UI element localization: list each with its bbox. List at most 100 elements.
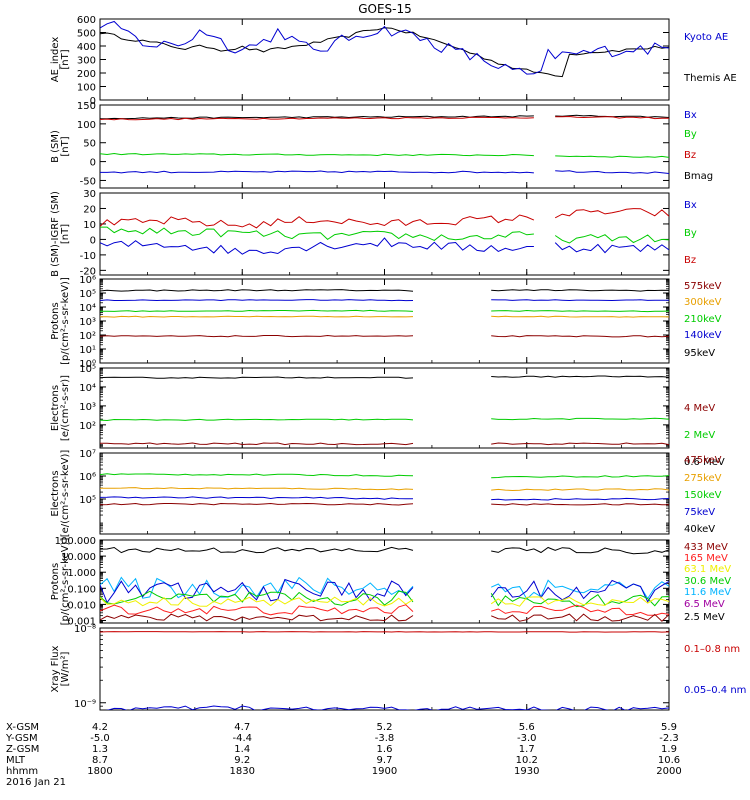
y-tick-label: -20 bbox=[80, 266, 96, 277]
plot-title: GOES-15 bbox=[358, 2, 412, 16]
legend-entry: 475keV bbox=[684, 455, 722, 466]
x-tick-value: 1900 bbox=[372, 766, 397, 777]
series-group bbox=[100, 631, 669, 710]
y-tick-label: 10³ bbox=[79, 402, 96, 413]
series-line bbox=[100, 604, 669, 616]
y-tick-label: 10⁷ bbox=[79, 449, 96, 460]
legend-entry: Bx bbox=[684, 110, 697, 121]
y-tick-label: 10⁶ bbox=[79, 472, 96, 483]
x-axis-labels: X-GSM 4.2 4.7 5.2 5.6 5.9 Y-GSM -5.0 -4.4 -3.8 -3.… bbox=[5, 722, 682, 788]
y-axis-label: [nT] bbox=[60, 224, 71, 244]
legend-entry: 75keV bbox=[684, 507, 715, 518]
x-tick-value: 9.2 bbox=[234, 755, 250, 766]
y-axis-label: [p/(cm²-s-sr-keV)] bbox=[60, 277, 71, 365]
legend-entry: 4 MeV bbox=[684, 403, 715, 414]
x-tick-value: -3.8 bbox=[375, 733, 395, 744]
y-tick-label: 10⁶ bbox=[79, 275, 96, 286]
series-line bbox=[100, 487, 669, 492]
y-tick-label: 100 bbox=[77, 83, 96, 94]
panel-frame bbox=[99, 18, 670, 101]
legend-entry: Bx bbox=[684, 200, 697, 211]
series-line bbox=[100, 115, 669, 121]
y-tick-label: 100.000 bbox=[55, 536, 96, 547]
y-tick-label: 0.100 bbox=[67, 584, 96, 595]
plot-date: 2016 Jan 21 bbox=[6, 777, 66, 788]
y-tick-label: 600 bbox=[77, 15, 96, 26]
legend-entry: 0.1–0.8 nm bbox=[684, 644, 740, 655]
y-tick-label: 10⁻⁸ bbox=[74, 624, 96, 635]
y-tick-label: 10⁵ bbox=[79, 289, 96, 300]
panel-5: 10² 10³ 10⁴ 10⁵ Electrons [e/(cm²-s-sr)] 4 MeV… bbox=[50, 364, 725, 468]
panel-4: 10⁰ 10¹ 10² 10³ 10⁴ 10⁵ 10⁶ Protons [p/(cm²-s-sr… bbox=[50, 275, 722, 370]
series-group bbox=[100, 114, 669, 174]
panel-2: -50 0 50 100 150 B (SM) [nT] Bx By Bz Bmag bbox=[50, 101, 713, 189]
y-tick-label: 0.010 bbox=[67, 600, 96, 611]
y-tick-label: 50 bbox=[83, 139, 96, 150]
legend-entry: 11.6 MeV bbox=[684, 587, 731, 598]
legend-entry: 575keV bbox=[684, 281, 722, 292]
series-line bbox=[100, 208, 669, 229]
series-line bbox=[100, 502, 669, 506]
y-tick-label: 0.001 bbox=[67, 617, 96, 628]
y-tick-label: 10¹ bbox=[79, 345, 96, 356]
x-tick-value: -3.0 bbox=[517, 733, 537, 744]
y-tick-label: 10² bbox=[79, 421, 96, 432]
y-axis-label: B (SM)-IGRF (SM) bbox=[50, 191, 61, 277]
series-line bbox=[100, 473, 669, 479]
x-tick-value: 1830 bbox=[230, 766, 255, 777]
x-tick-value: -2.3 bbox=[659, 733, 679, 744]
x-tick-value: 1.3 bbox=[92, 744, 108, 755]
series-line bbox=[100, 170, 669, 174]
series-line bbox=[100, 20, 669, 75]
y-tick-label: 500 bbox=[77, 29, 96, 40]
x-tick-value: 10.2 bbox=[516, 755, 538, 766]
x-row-label: X-GSM bbox=[6, 722, 39, 733]
series-group bbox=[100, 375, 669, 446]
y-tick-label: 30 bbox=[83, 189, 96, 200]
x-tick-value: 1800 bbox=[87, 766, 112, 777]
y-axis-label: Protons bbox=[50, 563, 61, 600]
x-row-label: Y-GSM bbox=[5, 733, 38, 744]
y-axis-label: Xray Flux bbox=[50, 645, 61, 692]
y-axis-label: Electrons bbox=[50, 470, 61, 516]
series-line bbox=[100, 309, 669, 313]
x-tick-value: 1.9 bbox=[661, 744, 677, 755]
legend-entry: 30.6 MeV bbox=[684, 576, 731, 587]
y-axis-label: [W/m²] bbox=[60, 651, 71, 686]
y-tick-label: 10.000 bbox=[61, 552, 96, 563]
legend-entry: 63.1 MeV bbox=[684, 564, 731, 575]
series-line bbox=[100, 299, 669, 302]
y-axis-label: B (SM) bbox=[50, 130, 61, 163]
y-tick-label: 10 bbox=[83, 220, 96, 231]
legend-entry: 6.5 MeV bbox=[684, 599, 725, 610]
series-group bbox=[100, 20, 669, 78]
legend-entry: 140keV bbox=[684, 330, 722, 341]
y-tick-label: 200 bbox=[77, 69, 96, 80]
x-tick-value: 5.2 bbox=[377, 722, 393, 733]
y-tick-label: 0 bbox=[90, 96, 96, 107]
x-tick-value: 1.7 bbox=[519, 744, 535, 755]
x-tick-value: 5.6 bbox=[519, 722, 535, 733]
panel-6: 10⁵ 10⁶ 10⁷ Electrons [e/(cm²-s-sr-keV)] 475k… bbox=[50, 449, 722, 537]
y-tick-label: 10⁵ bbox=[79, 364, 96, 375]
y-tick-label: 10² bbox=[79, 331, 96, 342]
legend-entry: 150keV bbox=[684, 490, 722, 501]
x-row-label: MLT bbox=[6, 755, 26, 766]
series-line bbox=[100, 496, 669, 501]
series-line bbox=[105, 705, 669, 710]
x-tick-value: -4.4 bbox=[232, 733, 252, 744]
legend-entry: Themis AE bbox=[683, 73, 737, 84]
y-axis-label: [e/(cm²-s-sr-keV)] bbox=[60, 450, 71, 538]
legend-entry: 433 MeV bbox=[684, 542, 728, 553]
legend-entry: 0.6 MeV bbox=[684, 457, 725, 468]
y-axis-label: Electrons bbox=[50, 385, 61, 431]
y-tick-label: 20 bbox=[83, 204, 96, 215]
x-tick-value: 8.7 bbox=[92, 755, 108, 766]
x-row-label: hhmm bbox=[6, 766, 38, 777]
y-axis-label: AE_index bbox=[50, 37, 61, 83]
x-tick-value: 10.6 bbox=[658, 755, 680, 766]
series-line bbox=[100, 631, 669, 633]
panel-7: 0.001 0.010 0.100 1.000 10.000 100.000 Protons… bbox=[50, 536, 731, 628]
panel-8: 10⁻⁹ 10⁻⁸ Xray Flux [W/m²] 0.1–0.8 nm 0.05–0.… bbox=[50, 624, 746, 711]
